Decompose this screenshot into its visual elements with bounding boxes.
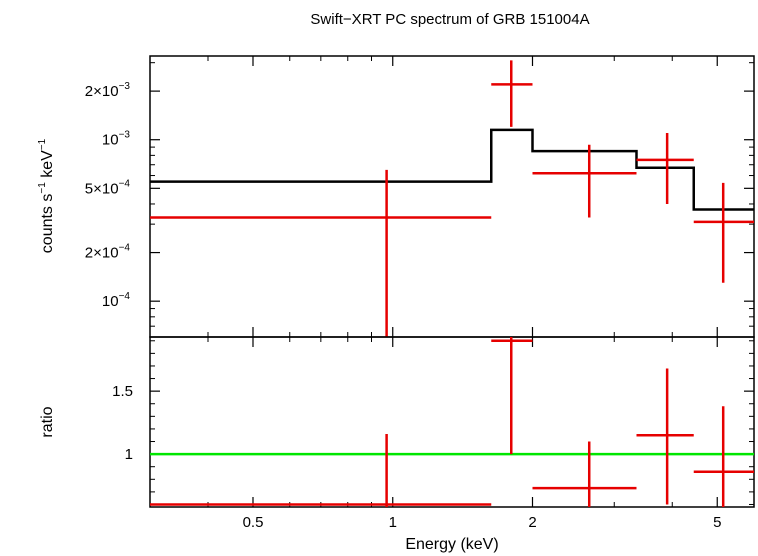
x-tick-label: 2 [528,514,536,531]
top-panel: 10−42×10−45×10−410−32×10−3 counts s−1 ke… [37,55,755,338]
spectrum-point [532,144,637,218]
bottom-y-tick-label: 1 [125,446,133,463]
chart-title: Swift−XRT PC spectrum of GRB 151004A [310,11,589,28]
tick-exponent: −4 [119,178,131,189]
model-steps [150,128,754,211]
tick-exponent: −3 [119,81,131,92]
ratio-data-points [150,337,754,507]
spectrum-point [693,182,754,283]
top-y-tick-label: 10−3 [102,130,131,149]
x-tick-label: 5 [713,514,721,531]
spectrum-point [636,133,694,204]
tick-base: 5×10 [85,180,119,197]
x-tick-label: 1 [389,514,397,531]
ratio-point [693,406,754,507]
top-y-ticks: 10−42×10−45×10−410−32×10−3 [85,62,754,327]
ratio-point [636,368,694,505]
x-axis-label: Energy (keV) [405,536,498,553]
bottom-panel-frame [149,336,755,508]
top-panel-frame [149,55,755,338]
ratio-point [150,433,492,507]
bottom-y-tick-label: 1.5 [112,383,133,400]
x-ticks: 0.5 1 2 5 [149,56,721,531]
y-axis-label-ratio: ratio [39,406,56,437]
model-step-line [150,128,754,211]
ratio-point [491,337,533,455]
y-axis-label-counts: counts s−1 keV−1 [37,138,56,253]
tick-base: 2×10 [85,245,119,262]
top-y-tick-label: 2×10−4 [85,243,131,262]
top-y-tick-label: 5×10−4 [85,178,131,197]
y-label-kev: keV [39,150,56,182]
tick-base: 10 [102,132,119,149]
spectrum-point [150,169,492,337]
tick-exponent: −3 [119,130,131,141]
tick-base: 10 [102,293,119,310]
spectrum-data-points [150,60,754,337]
bottom-y-ticks: 11.5 [112,340,754,505]
tick-exponent: −4 [119,291,131,302]
ratio-point [532,441,637,507]
tick-base: 2×10 [85,83,119,100]
spectrum-point [491,60,533,127]
y-label-exp-kev: −1 [37,138,48,150]
top-y-tick-label: 10−4 [102,291,131,310]
bottom-panel: 11.5 0.5 1 2 5 ratio Energy (keV) [39,56,755,553]
tick-exponent: −4 [119,243,131,254]
y-label-exp-s: −1 [37,182,48,194]
top-y-tick-label: 2×10−3 [85,81,131,100]
y-label-counts-main: counts s [39,194,56,254]
x-tick-label: 0.5 [243,514,264,531]
